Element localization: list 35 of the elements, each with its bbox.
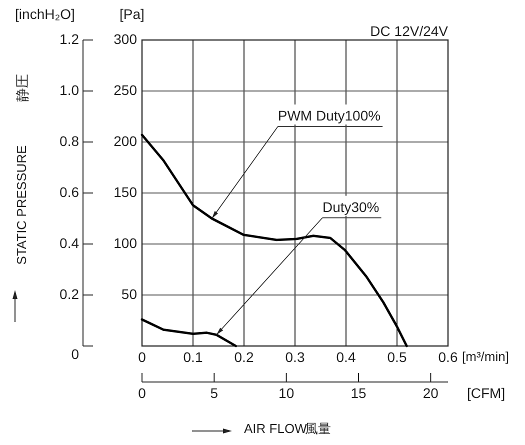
y2-tick-label: 1.0 <box>60 82 80 98</box>
x-tick-label: 0.5 <box>387 348 407 365</box>
x2-tick-label: 15 <box>350 384 367 401</box>
x-tick-label: 0.6 <box>438 348 458 365</box>
x2-tick-label: 5 <box>210 384 218 401</box>
text: 風量 <box>305 421 331 436</box>
y2-axis-title: [inchH₂O] <box>15 6 75 22</box>
x-tick-label: 0.1 <box>183 348 203 365</box>
y2-tick-label: 0.2 <box>60 286 80 302</box>
annotation: Duty30% <box>216 196 384 336</box>
x-axis-title: [m³/min] <box>462 349 509 364</box>
y-tick-label: 150 <box>114 184 138 200</box>
y2-tick-label: 0.8 <box>60 132 80 149</box>
y-tick-label: 200 <box>114 132 138 149</box>
text: DC 12V/24V <box>370 22 449 39</box>
x2-tick-label: 10 <box>278 384 294 401</box>
annotation: PWM Duty100% <box>278 107 381 124</box>
x-tick-label: 0 <box>138 348 146 365</box>
y-tick-label: 300 <box>114 30 138 47</box>
x2-tick-label: 0 <box>138 384 146 401</box>
x2-axis-title: [CFM] <box>467 384 506 401</box>
y-tick-label: 100 <box>114 234 138 251</box>
y2-tick-label: 0.6 <box>60 184 80 200</box>
annotation: Duty30% <box>322 198 380 214</box>
y-axis-title: [Pa] <box>120 6 144 22</box>
text: STATIC PRESSURE <box>14 144 30 265</box>
x-tick-label: 0.3 <box>285 348 305 365</box>
y2-tick-label: 1.2 <box>60 30 80 47</box>
y2-tick-label: 0.4 <box>60 234 80 251</box>
x2-tick-label: 20 <box>422 384 439 401</box>
x-tick-label: 0.4 <box>336 348 356 365</box>
y-tick-label: 50 <box>121 286 138 302</box>
x-tick-label: 0.2 <box>234 348 254 365</box>
y-tick-label: 250 <box>114 82 138 98</box>
text: 静圧 <box>14 74 30 102</box>
